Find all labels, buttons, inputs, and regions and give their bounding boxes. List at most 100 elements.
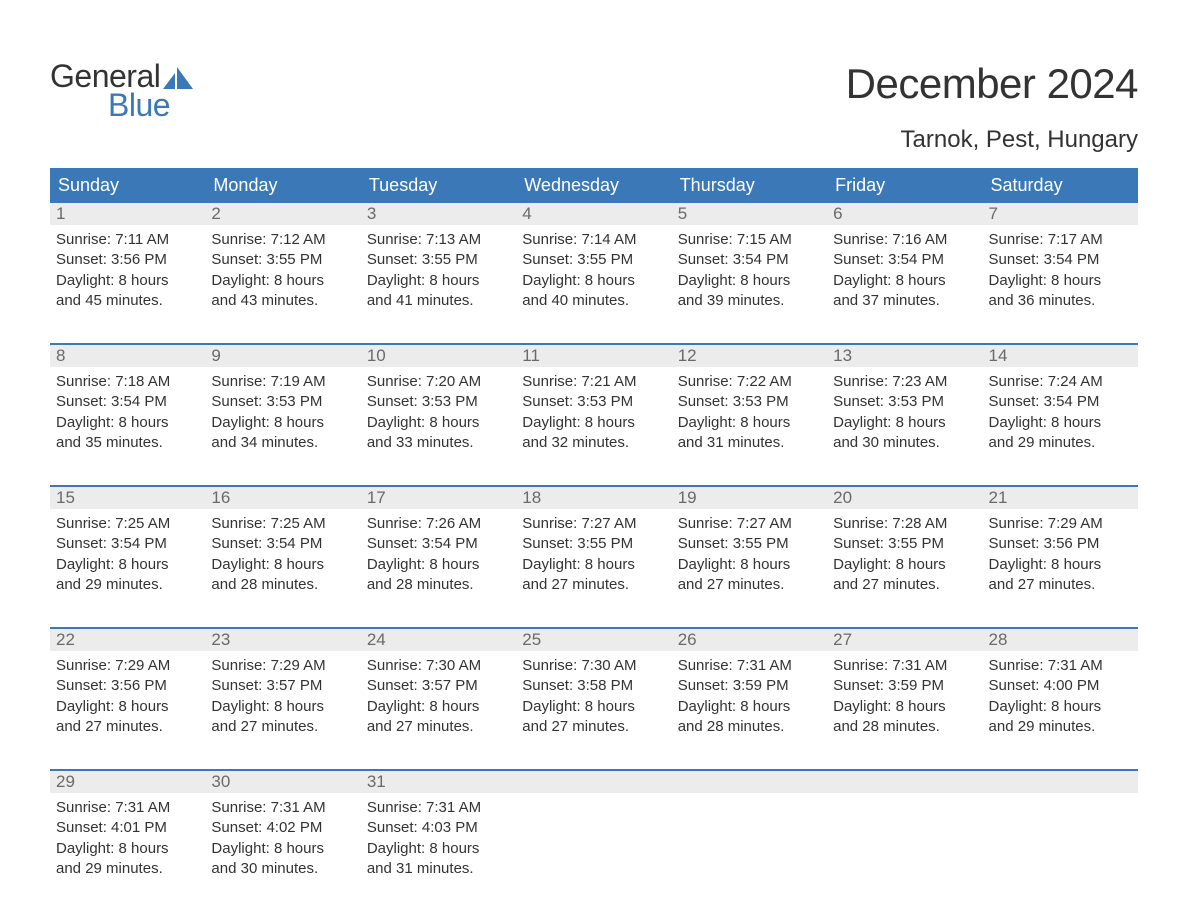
daylight-line2: and 28 minutes. [367, 575, 510, 595]
sunrise-text: Sunrise: 7:31 AM [211, 798, 354, 818]
title-block: December 2024 Tarnok, Pest, Hungary [846, 60, 1138, 154]
day-content: Sunrise: 7:31 AMSunset: 4:02 PMDaylight:… [205, 793, 360, 883]
calendar-day: 16Sunrise: 7:25 AMSunset: 3:54 PMDayligh… [205, 487, 360, 599]
location-text: Tarnok, Pest, Hungary [846, 126, 1138, 154]
daylight-line2: and 36 minutes. [989, 291, 1132, 311]
calendar-day: 9Sunrise: 7:19 AMSunset: 3:53 PMDaylight… [205, 345, 360, 457]
calendar-day: 21Sunrise: 7:29 AMSunset: 3:56 PMDayligh… [983, 487, 1138, 599]
daylight-line1: Daylight: 8 hours [367, 839, 510, 859]
calendar-week: 22Sunrise: 7:29 AMSunset: 3:56 PMDayligh… [50, 627, 1138, 741]
day-content: Sunrise: 7:20 AMSunset: 3:53 PMDaylight:… [361, 367, 516, 457]
calendar-day: 6Sunrise: 7:16 AMSunset: 3:54 PMDaylight… [827, 203, 982, 315]
daylight-line2: and 29 minutes. [989, 433, 1132, 453]
calendar-week: 29Sunrise: 7:31 AMSunset: 4:01 PMDayligh… [50, 769, 1138, 883]
daylight-line2: and 30 minutes. [833, 433, 976, 453]
daylight-line1: Daylight: 8 hours [367, 697, 510, 717]
daylight-line2: and 29 minutes. [56, 575, 199, 595]
sunset-text: Sunset: 3:55 PM [522, 534, 665, 554]
calendar-day: 5Sunrise: 7:15 AMSunset: 3:54 PMDaylight… [672, 203, 827, 315]
day-number: 1 [50, 203, 205, 225]
sunrise-text: Sunrise: 7:15 AM [678, 230, 821, 250]
day-number: 9 [205, 345, 360, 367]
daylight-line1: Daylight: 8 hours [522, 697, 665, 717]
daylight-line1: Daylight: 8 hours [211, 697, 354, 717]
calendar-day [672, 771, 827, 883]
daylight-line2: and 33 minutes. [367, 433, 510, 453]
day-content: Sunrise: 7:29 AMSunset: 3:56 PMDaylight:… [50, 651, 205, 741]
day-content: Sunrise: 7:17 AMSunset: 3:54 PMDaylight:… [983, 225, 1138, 315]
daylight-line2: and 28 minutes. [678, 717, 821, 737]
calendar-day: 13Sunrise: 7:23 AMSunset: 3:53 PMDayligh… [827, 345, 982, 457]
sunrise-text: Sunrise: 7:21 AM [522, 372, 665, 392]
header-saturday: Saturday [983, 168, 1138, 203]
sunrise-text: Sunrise: 7:31 AM [989, 656, 1132, 676]
daylight-line2: and 41 minutes. [367, 291, 510, 311]
sunset-text: Sunset: 3:54 PM [678, 250, 821, 270]
daylight-line1: Daylight: 8 hours [56, 555, 199, 575]
day-number: 17 [361, 487, 516, 509]
daylight-line1: Daylight: 8 hours [56, 271, 199, 291]
sunset-text: Sunset: 3:53 PM [211, 392, 354, 412]
sunrise-text: Sunrise: 7:29 AM [989, 514, 1132, 534]
header-thursday: Thursday [672, 168, 827, 203]
day-number: 8 [50, 345, 205, 367]
sunrise-text: Sunrise: 7:27 AM [678, 514, 821, 534]
daylight-line1: Daylight: 8 hours [522, 271, 665, 291]
sunset-text: Sunset: 3:53 PM [678, 392, 821, 412]
calendar-day: 14Sunrise: 7:24 AMSunset: 3:54 PMDayligh… [983, 345, 1138, 457]
day-number: 2 [205, 203, 360, 225]
calendar-day [516, 771, 671, 883]
daylight-line1: Daylight: 8 hours [367, 413, 510, 433]
day-number [983, 771, 1138, 793]
sunrise-text: Sunrise: 7:26 AM [367, 514, 510, 534]
header-friday: Friday [827, 168, 982, 203]
day-content: Sunrise: 7:22 AMSunset: 3:53 PMDaylight:… [672, 367, 827, 457]
calendar-day: 22Sunrise: 7:29 AMSunset: 3:56 PMDayligh… [50, 629, 205, 741]
calendar-day: 20Sunrise: 7:28 AMSunset: 3:55 PMDayligh… [827, 487, 982, 599]
month-title: December 2024 [846, 60, 1138, 108]
daylight-line2: and 40 minutes. [522, 291, 665, 311]
sunset-text: Sunset: 3:54 PM [211, 534, 354, 554]
calendar-day: 23 Sunrise: 7:29 AMSunset: 3:57 PMDayligh… [205, 629, 360, 741]
daylight-line2: and 31 minutes. [678, 433, 821, 453]
sunset-text: Sunset: 3:57 PM [211, 676, 354, 696]
day-number [516, 771, 671, 793]
sunrise-text: Sunrise: 7:29 AM [211, 656, 354, 676]
sunset-text: Sunset: 4:01 PM [56, 818, 199, 838]
sunset-text: Sunset: 3:55 PM [522, 250, 665, 270]
sunset-text: Sunset: 3:54 PM [367, 534, 510, 554]
day-number: 21 [983, 487, 1138, 509]
sunset-text: Sunset: 3:56 PM [56, 676, 199, 696]
calendar-day: 2Sunrise: 7:12 AMSunset: 3:55 PMDaylight… [205, 203, 360, 315]
day-number: 23 [205, 629, 360, 651]
calendar-day [983, 771, 1138, 883]
daylight-line2: and 27 minutes. [522, 575, 665, 595]
calendar-day: 8Sunrise: 7:18 AMSunset: 3:54 PMDaylight… [50, 345, 205, 457]
calendar-day: 19Sunrise: 7:27 AMSunset: 3:55 PMDayligh… [672, 487, 827, 599]
daylight-line2: and 37 minutes. [833, 291, 976, 311]
sunset-text: Sunset: 3:53 PM [367, 392, 510, 412]
daylight-line1: Daylight: 8 hours [678, 413, 821, 433]
daylight-line2: and 29 minutes. [56, 859, 199, 879]
daylight-line2: and 31 minutes. [367, 859, 510, 879]
daylight-line2: and 27 minutes. [678, 575, 821, 595]
calendar-day: 4Sunrise: 7:14 AMSunset: 3:55 PMDaylight… [516, 203, 671, 315]
day-content: Sunrise: 7:27 AMSunset: 3:55 PMDaylight:… [672, 509, 827, 599]
day-number: 7 [983, 203, 1138, 225]
day-content: Sunrise: 7:21 AMSunset: 3:53 PMDaylight:… [516, 367, 671, 457]
daylight-line2: and 27 minutes. [367, 717, 510, 737]
sunset-text: Sunset: 3:53 PM [522, 392, 665, 412]
daylight-line2: and 28 minutes. [833, 717, 976, 737]
sunset-text: Sunset: 3:56 PM [56, 250, 199, 270]
day-number: 12 [672, 345, 827, 367]
logo: General Blue [50, 58, 193, 124]
sunrise-text: Sunrise: 7:24 AM [989, 372, 1132, 392]
header-monday: Monday [205, 168, 360, 203]
daylight-line2: and 27 minutes. [833, 575, 976, 595]
daylight-line2: and 27 minutes. [989, 575, 1132, 595]
day-number: 18 [516, 487, 671, 509]
day-content: Sunrise: 7:24 AMSunset: 3:54 PMDaylight:… [983, 367, 1138, 457]
daylight-line1: Daylight: 8 hours [678, 555, 821, 575]
calendar-day: 7Sunrise: 7:17 AMSunset: 3:54 PMDaylight… [983, 203, 1138, 315]
sunrise-text: Sunrise: 7:31 AM [833, 656, 976, 676]
